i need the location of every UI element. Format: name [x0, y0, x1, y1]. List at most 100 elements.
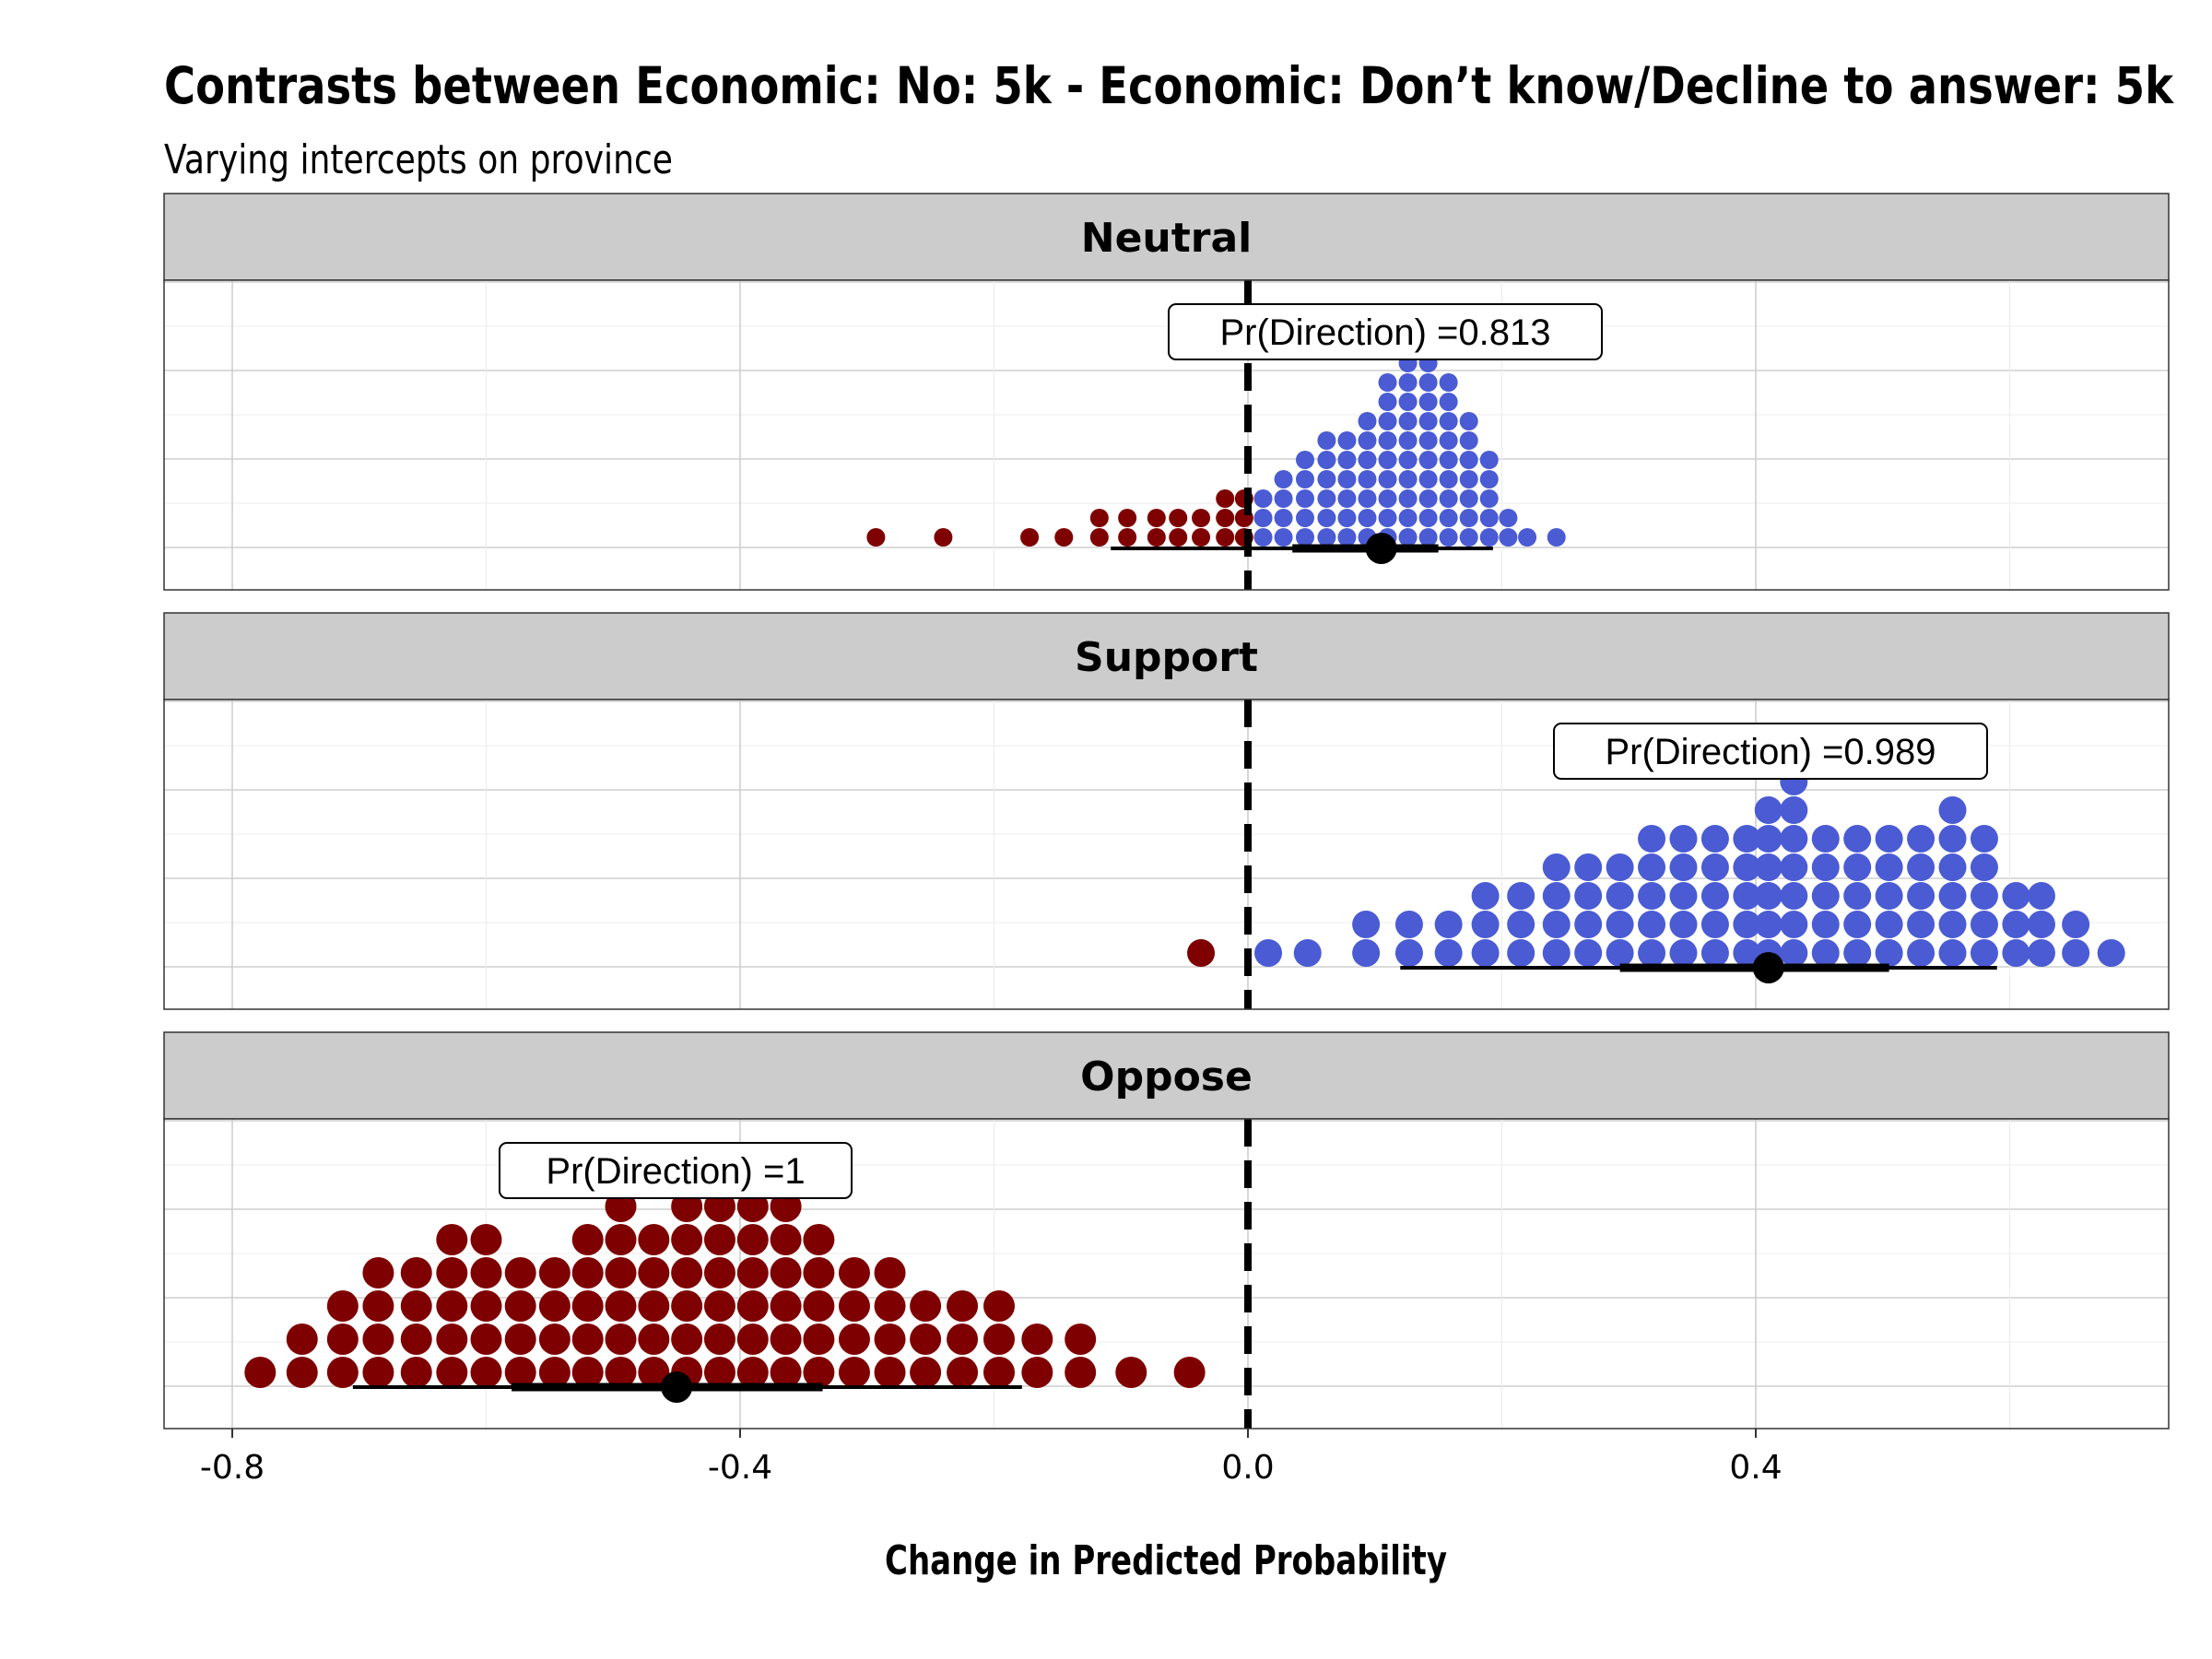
- dot: [1669, 825, 1698, 853]
- dot: [1907, 853, 1936, 881]
- panel-border: [163, 1118, 2170, 1430]
- dot: [838, 1324, 870, 1355]
- dot: [1253, 528, 1273, 547]
- dot: [1700, 853, 1729, 881]
- dot: [1418, 509, 1438, 527]
- strip-label: Neutral: [1081, 215, 1253, 262]
- dot: [1638, 853, 1666, 881]
- dot: [1274, 509, 1293, 527]
- panel-support: Support Pr(Direction) =0.989: [163, 612, 2170, 1010]
- dot: [1970, 825, 1998, 853]
- annotation-label: Pr(Direction) =0.989: [1605, 732, 1936, 772]
- dot: [400, 1257, 432, 1288]
- dot: [2027, 882, 2055, 910]
- chart-title: Contrasts between Economic: No: 5k - Eco…: [164, 56, 2174, 115]
- dot: [866, 528, 886, 547]
- dot: [1938, 882, 1967, 910]
- dot: [638, 1290, 670, 1322]
- dot: [605, 1257, 637, 1288]
- dot: [910, 1324, 942, 1355]
- dot: [400, 1357, 432, 1388]
- dot: [1020, 528, 1040, 547]
- dot: [1439, 451, 1458, 469]
- dot: [1418, 470, 1438, 488]
- dot: [1358, 431, 1377, 450]
- dot: [1542, 853, 1571, 881]
- dot: [1459, 451, 1478, 469]
- dot: [538, 1257, 571, 1288]
- dot: [538, 1290, 571, 1322]
- dot: [1394, 939, 1423, 967]
- dot: [436, 1257, 468, 1288]
- dot: [1638, 911, 1666, 938]
- dot: [1938, 939, 1967, 967]
- dot: [1811, 882, 1840, 910]
- dot: [1938, 853, 1967, 881]
- dot: [504, 1357, 536, 1388]
- dot: [1378, 393, 1397, 411]
- dot: [910, 1290, 942, 1322]
- dot: [1938, 796, 1967, 824]
- dot: [1439, 412, 1458, 430]
- dot: [1606, 939, 1634, 967]
- dot: [1358, 412, 1377, 430]
- dot: [1418, 528, 1438, 547]
- dot: [638, 1224, 670, 1255]
- dot: [1337, 470, 1357, 488]
- dot: [1274, 528, 1293, 547]
- dot: [770, 1257, 802, 1288]
- dot: [1378, 451, 1397, 469]
- dot: [1192, 528, 1211, 547]
- dot: [874, 1357, 906, 1388]
- dot: [1274, 489, 1293, 508]
- dot: [1875, 882, 1903, 910]
- dot: [1398, 470, 1418, 488]
- dot: [1439, 509, 1458, 527]
- dot: [326, 1357, 359, 1388]
- dot: [1669, 939, 1698, 967]
- dot: [1754, 796, 1783, 824]
- dot: [1471, 911, 1500, 938]
- dot: [703, 1290, 735, 1322]
- dot: [2002, 882, 2030, 910]
- dot: [1507, 911, 1535, 938]
- dot: [1317, 528, 1336, 547]
- dot: [1606, 882, 1634, 910]
- dot: [571, 1224, 604, 1255]
- dot: [1418, 412, 1438, 430]
- dot: [1439, 489, 1458, 508]
- dot: [1089, 509, 1109, 527]
- dot: [1378, 489, 1397, 508]
- dot: [874, 1290, 906, 1322]
- dot: [538, 1357, 571, 1388]
- dot: [1216, 509, 1235, 527]
- dot: [1337, 451, 1357, 469]
- dot: [1295, 451, 1314, 469]
- dot: [1295, 509, 1314, 527]
- dot: [803, 1224, 835, 1255]
- dot: [770, 1357, 802, 1388]
- dot: [1638, 939, 1666, 967]
- dot: [1378, 373, 1397, 392]
- point-estimate: [1365, 533, 1397, 564]
- dot: [1875, 911, 1903, 938]
- dot: [1089, 528, 1109, 547]
- dot: [1843, 825, 1872, 853]
- dot: [671, 1224, 703, 1255]
- dot: [1317, 431, 1336, 450]
- dot: [1574, 911, 1603, 938]
- dot: [2062, 911, 2090, 938]
- dot: [1358, 489, 1377, 508]
- dot: [1317, 489, 1336, 508]
- dot: [1499, 509, 1518, 527]
- dot: [1547, 528, 1566, 547]
- dot: [1295, 470, 1314, 488]
- dot: [1434, 939, 1463, 967]
- dot: [470, 1290, 502, 1322]
- x-tick-label: -0.4: [708, 1449, 772, 1487]
- dot: [1418, 373, 1438, 392]
- dot: [1471, 882, 1500, 910]
- dot: [736, 1324, 769, 1355]
- dot: [1459, 470, 1478, 488]
